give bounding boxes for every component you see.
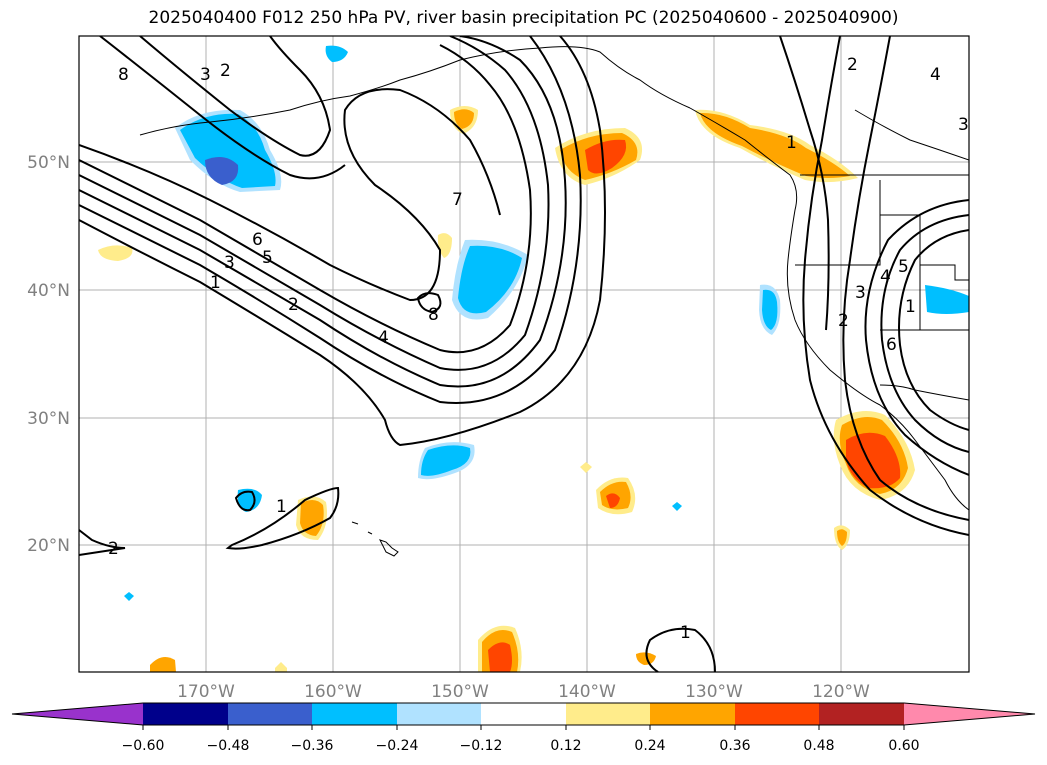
colorbar-segment [735, 703, 819, 725]
contour-label: 2 [220, 61, 231, 81]
colorbar-segment [650, 703, 735, 725]
lon-label-170w: 170°W [177, 682, 235, 702]
contour-label: 1 [905, 297, 916, 317]
colorbar-tick-label: −0.36 [291, 738, 334, 754]
colorbar-segment [481, 703, 566, 725]
colorbar-segment [143, 703, 228, 725]
colorbar-tick-label: −0.48 [207, 738, 250, 754]
lon-label-140w: 140°W [558, 682, 616, 702]
contour-label: 8 [428, 305, 439, 325]
contour-label: 8 [118, 65, 129, 85]
plot-frame [78, 35, 970, 673]
colorbar-segment [566, 703, 650, 725]
colorbar-tick-label: 0.60 [888, 738, 919, 754]
lon-label-150w: 150°W [431, 682, 489, 702]
lat-label-30n: 30°N [27, 409, 70, 429]
colorbar-tick-label: 0.36 [719, 738, 750, 754]
longitude-labels: 170°W 160°W 150°W 140°W 130°W 120°W [177, 682, 870, 702]
lat-label-40n: 40°N [27, 281, 70, 301]
colorbar-tick-label: 0.48 [803, 738, 834, 754]
colorbar-segment [819, 703, 904, 725]
contour-label: 7 [452, 190, 463, 210]
colorbar-tick-label: −0.12 [460, 738, 503, 754]
colorbar: −0.60 −0.48 −0.36 −0.24 −0.12 0.12 0.24 … [11, 702, 1036, 754]
colorbar-tick-label: 0.24 [634, 738, 665, 754]
colorbar-tick-label: −0.24 [376, 738, 419, 754]
lon-label-120w: 120°W [812, 682, 870, 702]
pv-contours [79, 36, 969, 672]
contour-label: 4 [378, 328, 389, 348]
contour-label: 5 [898, 257, 909, 277]
colorbar-segment-high-extend [904, 703, 1035, 725]
negative-precip-areas [124, 45, 969, 601]
contour-label: 2 [108, 539, 119, 559]
lat-label-20n: 20°N [27, 536, 70, 556]
contour-label: 4 [930, 65, 941, 85]
latitude-labels: 50°N 40°N 30°N 20°N [27, 153, 70, 556]
contour-label: 2 [847, 55, 858, 75]
colorbar-segment [228, 703, 312, 725]
contour-label: 4 [880, 267, 891, 287]
contour-labels: 8 3 2 7 6 5 3 1 2 4 8 2 3 4 5 6 1 2 1 1 … [108, 55, 969, 643]
contour-label: 6 [886, 335, 897, 355]
contour-label: 3 [200, 65, 211, 85]
lat-label-50n: 50°N [27, 153, 70, 173]
contour-label: 1 [276, 497, 287, 517]
contour-label: 5 [262, 248, 273, 268]
colorbar-tick-label: 0.12 [550, 738, 581, 754]
contour-label: 6 [252, 230, 263, 250]
contour-label: 3 [224, 253, 235, 273]
contour-label: 1 [680, 623, 691, 643]
colorbar-segment [397, 703, 481, 725]
map-title: 2025040400 F012 250 hPa PV, river basin … [148, 8, 899, 28]
contour-label: 2 [838, 311, 849, 331]
contour-label: 2 [288, 295, 299, 315]
contour-label: 3 [958, 115, 969, 135]
contour-label: 1 [786, 133, 797, 153]
lon-label-130w: 130°W [685, 682, 743, 702]
colorbar-segment-low-extend [12, 703, 143, 725]
colorbar-tick-label: −0.60 [122, 738, 165, 754]
contour-label: 1 [210, 273, 221, 293]
colorbar-segment [312, 703, 397, 725]
contour-label: 3 [855, 283, 866, 303]
lon-label-160w: 160°W [304, 682, 362, 702]
